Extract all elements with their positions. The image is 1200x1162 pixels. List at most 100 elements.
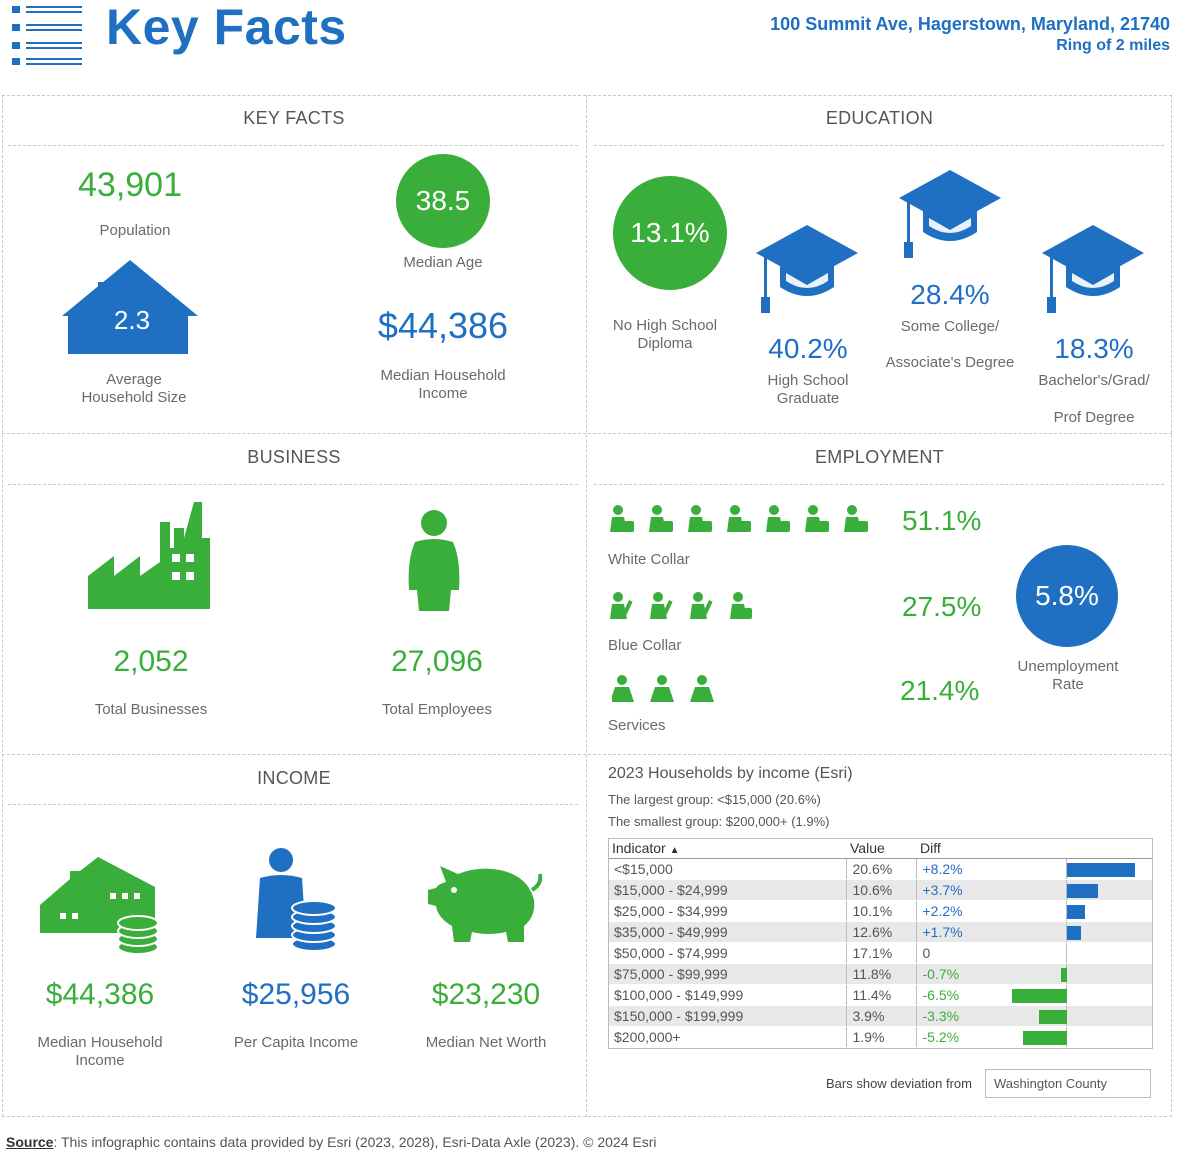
value-cell: 10.6% (846, 879, 917, 901)
divider (594, 145, 1164, 146)
education-title: EDUCATION (825, 108, 934, 128)
white-collar-label: White Collar (608, 551, 690, 568)
white-collar-value: 51.1% (902, 505, 982, 536)
some-college-value: 28.4% (910, 279, 990, 310)
bachelors-label-line2: Prof Degree (1053, 409, 1135, 426)
deviation-bar (1060, 967, 1067, 982)
graduation-cap-icon (1042, 225, 1144, 313)
bar-column-header (1066, 838, 1153, 859)
median-age-label: Median Age (403, 254, 483, 271)
unemployment-circle: 5.8% (1016, 545, 1118, 647)
per-capita-income-value: $25,956 (241, 978, 351, 1011)
graduation-cap-icon (899, 170, 1001, 258)
services-workers-icon (612, 675, 714, 702)
diff-cell: +3.7% (916, 879, 1067, 901)
household-size-label-line2: Household Size (81, 389, 187, 406)
table-row: $200,000+ 1.9% -5.2% (608, 1026, 1153, 1048)
high-school-label-line2: Graduate (776, 390, 840, 407)
person-with-coins-icon (256, 848, 337, 952)
income-median-household-label: Median Household Income (0, 1034, 200, 1070)
house-with-coins-icon (40, 857, 159, 955)
population-value: 43,901 (78, 166, 182, 204)
median-income-label: Median Household Income (343, 367, 543, 403)
table-row: $75,000 - $99,999 11.8% -0.7% (608, 963, 1153, 985)
household-size-value: 2.3 (113, 305, 151, 335)
diff-cell: 0 (916, 942, 1067, 964)
value-cell: 11.4% (846, 984, 917, 1006)
table-row: $35,000 - $49,999 12.6% +1.7% (608, 921, 1153, 943)
median-net-worth-value: $23,230 (431, 978, 541, 1011)
value-cell: 1.9% (846, 1026, 917, 1048)
income-bracket-cell: $15,000 - $24,999 (608, 879, 847, 901)
bachelors-value: 18.3% (1054, 333, 1134, 364)
divider (8, 804, 578, 805)
median-income-value: $44,386 (377, 305, 509, 346)
location-block: 100 Summit Ave, Hagerstown, Maryland, 21… (770, 13, 1170, 57)
source-text: : This infographic contains data provide… (53, 1134, 657, 1150)
indicator-column-header[interactable]: Indicator ▲ (608, 838, 846, 859)
person-icon (408, 510, 460, 611)
total-employees-value: 27,096 (391, 645, 483, 678)
value-cell: 11.8% (846, 963, 917, 985)
table-row: <$15,000 20.6% +8.2% (608, 858, 1153, 880)
some-college-label-line1: Some College/ (900, 318, 1000, 335)
factory-icon (88, 502, 210, 609)
bachelors-label-line1: Bachelor's/Grad/ (1038, 372, 1150, 389)
per-capita-income-label: Per Capita Income (233, 1034, 359, 1051)
household-size-label: Average Household Size (34, 371, 234, 407)
divider (2, 433, 1172, 434)
value-column-header[interactable]: Value (846, 838, 916, 859)
column-divider (586, 95, 587, 1117)
table-row: $100,000 - $149,999 11.4% -6.5% (608, 984, 1153, 1006)
deviation-bar-cell (1066, 900, 1153, 922)
total-businesses-label: Total Businesses (94, 701, 208, 718)
diff-column-header[interactable]: Diff (916, 838, 1066, 859)
blue-collar-workers-icon (610, 592, 752, 619)
income-bracket-cell: $25,000 - $34,999 (608, 900, 847, 922)
high-school-value: 40.2% (768, 333, 848, 364)
services-value: 21.4% (900, 675, 980, 706)
header: Key Facts 100 Summit Ave, Hagerstown, Ma… (0, 0, 1200, 90)
divider (2, 754, 1172, 755)
unemployment-label-line2: Rate (1052, 676, 1084, 693)
deviation-area-select[interactable]: Washington County (985, 1069, 1151, 1098)
income-bracket-cell: $150,000 - $199,999 (608, 1005, 847, 1027)
income-median-household-value: $44,386 (45, 978, 155, 1011)
indicator-header-label: Indicator (612, 839, 666, 856)
diff-cell: -0.7% (916, 963, 1067, 985)
infographic-frame (2, 95, 1172, 1117)
unemployment-label-line1: Unemployment (1017, 658, 1119, 675)
deviation-bar-cell (1066, 879, 1153, 901)
table-header-row: Indicator ▲ Value Diff (608, 838, 1153, 859)
table-row: $25,000 - $34,999 10.1% +2.2% (608, 900, 1153, 922)
median-age-circle: 38.5 (396, 154, 490, 248)
largest-group-text: The largest group: <$15,000 (20.6%) (608, 792, 821, 807)
table-row: $50,000 - $74,999 17.1% 0 (608, 942, 1153, 964)
value-cell: 20.6% (846, 858, 917, 880)
high-school-label: High School Graduate (728, 372, 888, 408)
deviation-bar-cell (1011, 984, 1153, 1006)
diff-cell: +1.7% (916, 921, 1067, 943)
some-college-label-line2: Associate's Degree (885, 354, 1015, 371)
value-cell: 17.1% (846, 942, 917, 964)
income-bracket-cell: $50,000 - $74,999 (608, 942, 847, 964)
household-size-label-line1: Average (106, 371, 162, 388)
income-bracket-cell: $200,000+ (608, 1026, 847, 1048)
median-income-label-line2: Income (418, 385, 468, 402)
no-high-school-label-line2: Diploma (637, 335, 693, 352)
no-high-school-label: No High School Diploma (585, 317, 745, 353)
unemployment-label: Unemployment Rate (988, 658, 1148, 694)
income-median-household-label-line1: Median Household (37, 1034, 163, 1051)
divider (8, 484, 578, 485)
deviation-bar-cell (1022, 1026, 1153, 1048)
income-median-household-label-line2: Income (75, 1052, 125, 1069)
table-row: $150,000 - $199,999 3.9% -3.3% (608, 1005, 1153, 1027)
ring-text: Ring of 2 miles (1056, 37, 1170, 54)
deviation-bar (1066, 862, 1136, 877)
diff-cell: +8.2% (916, 858, 1067, 880)
high-school-label-line1: High School (767, 372, 849, 389)
address-text: 100 Summit Ave, Hagerstown, Maryland, 21… (770, 14, 1170, 34)
deviation-label: Bars show deviation from (826, 1076, 972, 1091)
services-label: Services (608, 717, 666, 734)
income-bracket-cell: <$15,000 (608, 858, 847, 880)
